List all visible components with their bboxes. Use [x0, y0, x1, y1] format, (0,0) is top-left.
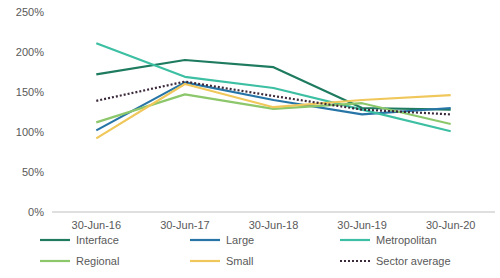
- legend-swatch: [340, 260, 370, 262]
- x-tick-label: 30-Jun-20: [426, 219, 476, 231]
- x-tick-label: 30-Jun-17: [160, 219, 210, 231]
- x-tick-label: 30-Jun-18: [249, 219, 299, 231]
- legend-label: Large: [226, 234, 254, 246]
- y-tick-label: 100%: [16, 126, 44, 138]
- legend-swatch: [40, 239, 70, 241]
- chart-svg: 0% 50% 100% 150% 200% 250% 30-Jun-16 30-Jun-17 3…: [0, 0, 500, 278]
- y-tick-label: 50%: [22, 166, 44, 178]
- legend-label: Interface: [76, 234, 119, 246]
- legend-label: Regional: [76, 255, 119, 267]
- x-tick-label: 30-Jun-16: [72, 219, 122, 231]
- chart-container: 0% 50% 100% 150% 200% 250% 30-Jun-16 30-Jun-17 3…: [0, 0, 500, 278]
- legend-label: Small: [226, 255, 254, 267]
- y-tick-label: 150%: [16, 86, 44, 98]
- series-line: [96, 82, 450, 115]
- legend-swatch: [190, 260, 220, 262]
- legend-swatch: [40, 260, 70, 262]
- y-tick-label: 200%: [16, 46, 44, 58]
- legend-label: Metropolitan: [376, 234, 437, 246]
- y-tick-label: 250%: [16, 6, 44, 18]
- legend-label: Sector average: [376, 255, 451, 267]
- x-tick-label: 30-Jun-19: [337, 219, 387, 231]
- series-line: [96, 43, 450, 131]
- plot-lines: [96, 43, 450, 138]
- x-axis-line: [52, 212, 495, 213]
- legend-swatch: [190, 239, 220, 241]
- y-tick-label: 0%: [28, 206, 44, 218]
- legend: Interface Large Metropolitan Regional Small S…: [40, 234, 451, 267]
- legend-swatch: [340, 239, 370, 241]
